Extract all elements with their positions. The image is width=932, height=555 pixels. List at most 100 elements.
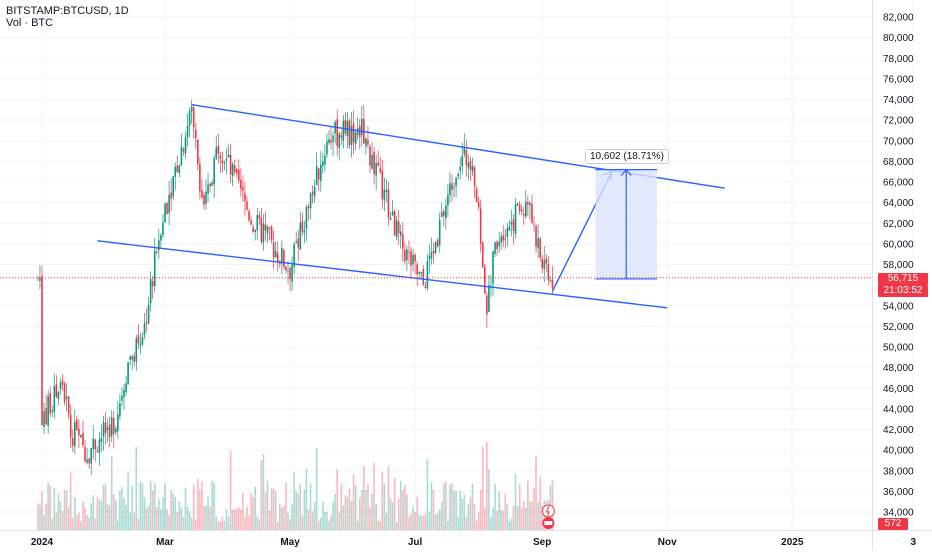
candle: [184, 131, 187, 159]
candle: [71, 429, 74, 452]
candle: [352, 110, 355, 155]
volume-bar: [229, 450, 232, 530]
y-tick-label: 80,000: [883, 33, 914, 44]
candle-body: [533, 223, 535, 225]
candle-body: [514, 204, 517, 234]
candle: [330, 126, 332, 150]
volume-bar: [537, 502, 539, 530]
candle-body: [496, 241, 498, 250]
candle-body: [276, 253, 279, 263]
candle: [172, 175, 174, 201]
volume-bar: [389, 497, 392, 530]
volume-legend[interactable]: Vol · BTC: [6, 17, 54, 29]
candle-body: [365, 138, 367, 147]
candle-body: [289, 267, 291, 280]
candle-body: [332, 135, 334, 142]
candle: [424, 281, 427, 289]
candle: [160, 232, 162, 248]
candle-body: [186, 126, 189, 138]
candle: [492, 251, 494, 296]
volume-bar: [211, 480, 213, 530]
volume-bar: [143, 497, 146, 530]
candle: [76, 415, 78, 431]
volume-bar: [432, 489, 435, 530]
candle: [520, 203, 523, 215]
volume-bars: [37, 442, 554, 530]
candle: [502, 225, 505, 248]
volume-bar: [160, 509, 162, 530]
volume-bar: [430, 482, 433, 530]
volume-bar: [369, 507, 371, 530]
candle-body: [190, 106, 193, 112]
x-tick-label: 2024: [31, 537, 54, 548]
volume-bar: [514, 474, 517, 530]
candle-body: [117, 414, 119, 432]
candle-body: [258, 215, 261, 219]
candle-body: [549, 280, 552, 282]
candle-body: [287, 270, 289, 272]
volume-bar: [39, 504, 41, 530]
volume-bar: [76, 515, 78, 530]
candle: [522, 206, 525, 225]
candle-body: [416, 264, 418, 275]
candle: [225, 148, 228, 175]
candle: [299, 211, 302, 250]
candle: [199, 157, 201, 200]
candle: [285, 266, 287, 274]
candle-body: [522, 213, 525, 216]
volume-bar: [166, 509, 168, 530]
flag-icon: [542, 517, 555, 529]
candle-body: [162, 222, 164, 236]
candle: [108, 416, 111, 448]
candle: [170, 178, 172, 212]
candle-body: [65, 396, 68, 399]
candle-body: [506, 228, 509, 237]
candle: [145, 308, 148, 333]
volume-bar: [459, 490, 461, 530]
candle: [61, 374, 64, 392]
candle: [274, 241, 277, 259]
volume-bar: [440, 501, 443, 530]
candle: [266, 224, 269, 243]
candle: [158, 228, 160, 260]
candle: [533, 216, 535, 232]
volume-bar: [447, 521, 449, 530]
volume-bar: [203, 505, 205, 530]
volume-bar: [233, 508, 236, 530]
candle-body: [449, 183, 451, 196]
y-tick-label: 58,000: [883, 260, 914, 271]
candle: [289, 266, 291, 292]
candle-body: [342, 120, 345, 141]
candle: [481, 241, 484, 268]
candle-body: [166, 203, 168, 214]
volume-bar: [250, 493, 252, 530]
candle: [291, 256, 293, 291]
candle-body: [235, 168, 238, 174]
symbol-title[interactable]: BITSTAMP:BTCUSD, 1D: [6, 5, 129, 17]
volume-bar: [334, 493, 336, 530]
candle-body: [438, 219, 441, 246]
candle: [248, 208, 250, 223]
candle: [141, 332, 144, 347]
drawings[interactable]: [97, 103, 725, 529]
volume-bar: [533, 488, 535, 530]
candle-body: [207, 184, 209, 194]
candle-body: [39, 277, 41, 281]
candle: [80, 434, 82, 439]
candle-body: [465, 149, 468, 165]
volume-bar: [78, 512, 80, 530]
volume-bar: [94, 518, 97, 530]
candle-body: [518, 204, 521, 212]
volume-bar: [225, 509, 228, 530]
candle: [430, 237, 433, 265]
candle-body: [291, 264, 293, 282]
candle: [453, 182, 455, 198]
candle: [303, 220, 306, 244]
volume-bar: [344, 494, 347, 530]
candle: [518, 200, 521, 215]
candle-body: [326, 141, 328, 155]
candle: [59, 378, 62, 396]
candle-body: [135, 338, 138, 362]
